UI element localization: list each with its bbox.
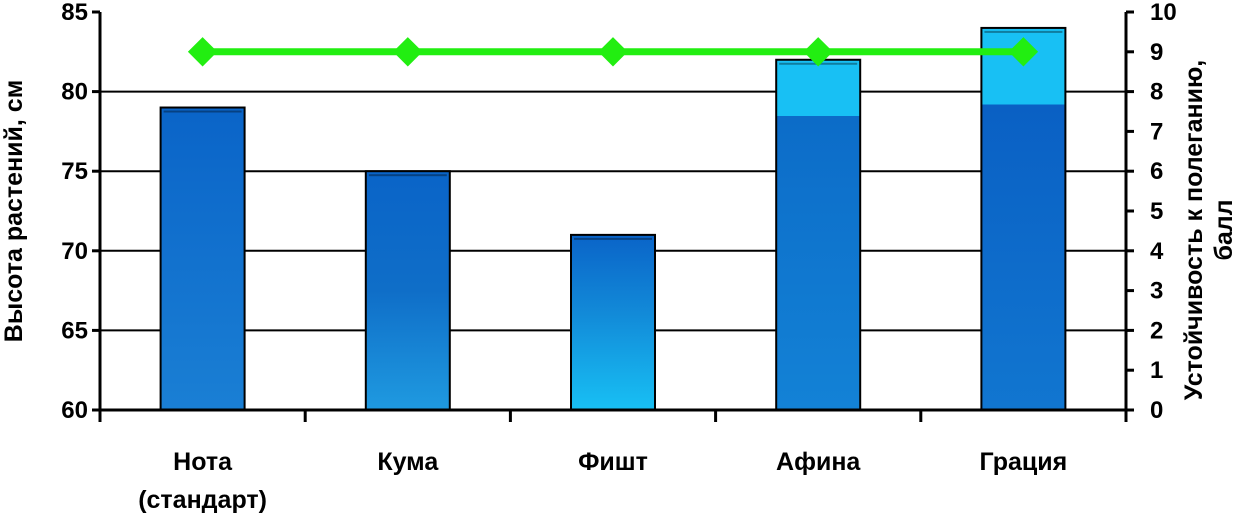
right-tick-label: 1: [1150, 357, 1163, 384]
right-tick-label: 10: [1150, 0, 1177, 26]
x-tick-label: Грация: [980, 448, 1068, 476]
line-point-marker: [187, 37, 218, 67]
x-tick-label: Кума: [377, 448, 439, 476]
right-tick-label: 6: [1150, 158, 1163, 185]
bar-top-shadow: [574, 237, 652, 240]
right-tick-label: 9: [1150, 39, 1163, 66]
right-tick-label: 3: [1150, 278, 1163, 305]
x-tick-label: Фишт: [578, 448, 648, 476]
right-tick-label: 2: [1150, 317, 1163, 344]
right-tick-label: 4: [1150, 238, 1164, 265]
bar: [159, 106, 246, 412]
x-tick-label: Афина: [776, 448, 861, 476]
x-tick-label: Нота (стандарт): [138, 448, 267, 514]
left-tick-label: 75: [61, 158, 88, 185]
right-axis-title: Устойчивость к полеганию,балл: [1180, 60, 1238, 401]
bar-top-shadow: [163, 110, 242, 113]
bar-top-shadow: [368, 174, 447, 177]
bar-top-shadow: [984, 30, 1063, 33]
left-tick-label: 60: [61, 397, 88, 424]
left-tick-label: 85: [61, 0, 88, 26]
right-tick-label: 5: [1150, 198, 1163, 225]
left-axis-title: Высота растений, см: [0, 80, 28, 342]
left-tick-label: 70: [61, 238, 88, 265]
bar: [980, 26, 1067, 411]
right-tick-label: 8: [1150, 79, 1163, 106]
bar: [364, 170, 451, 411]
right-tick-label: 7: [1150, 118, 1163, 145]
line-point-marker: [1008, 37, 1039, 67]
right-tick-label: 0: [1150, 397, 1163, 424]
bar: [775, 58, 862, 411]
line-point-marker: [803, 37, 833, 67]
bar: [570, 233, 656, 411]
left-tick-label: 80: [61, 79, 88, 106]
line-point-marker: [598, 37, 628, 67]
left-tick-label: 65: [61, 317, 88, 344]
line-point-marker: [393, 37, 423, 67]
